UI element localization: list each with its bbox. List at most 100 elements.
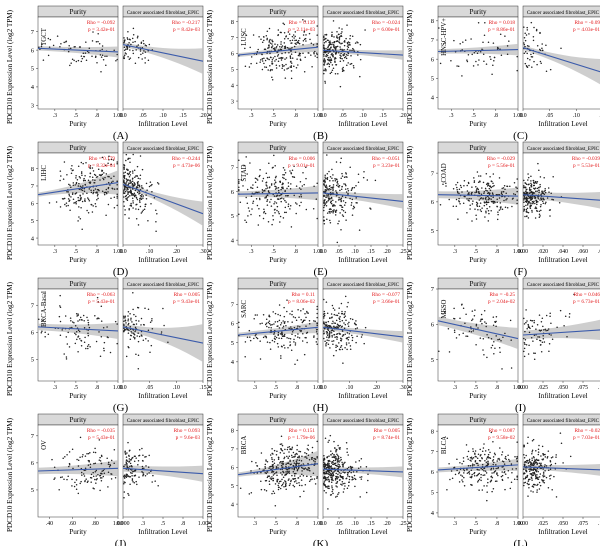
data-point xyxy=(327,39,329,42)
data-point xyxy=(92,179,94,181)
data-point xyxy=(484,22,486,24)
data-point xyxy=(135,218,138,220)
data-point xyxy=(540,62,542,65)
data-point xyxy=(290,479,292,482)
data-point xyxy=(501,478,504,481)
data-point xyxy=(282,461,284,463)
data-point xyxy=(148,43,151,46)
data-point xyxy=(495,335,497,337)
data-point xyxy=(537,197,540,200)
data-point xyxy=(274,165,276,167)
x-tick-label: .3 xyxy=(253,521,257,527)
data-point xyxy=(477,327,479,329)
data-point xyxy=(260,488,263,491)
data-point xyxy=(257,48,259,51)
data-point xyxy=(139,198,141,200)
data-point xyxy=(128,494,130,496)
data-point xyxy=(127,332,130,334)
data-point xyxy=(77,320,79,322)
data-point xyxy=(533,467,535,470)
data-point xyxy=(475,325,478,327)
data-point xyxy=(313,185,315,188)
regression-line xyxy=(323,49,403,56)
data-point xyxy=(280,435,283,438)
data-point xyxy=(152,474,154,477)
data-point xyxy=(474,208,476,210)
data-point xyxy=(127,318,130,320)
data-point xyxy=(338,325,340,328)
data-point xyxy=(543,482,546,484)
data-point xyxy=(327,469,330,472)
data-point xyxy=(131,194,133,197)
data-point xyxy=(323,35,325,37)
data-point xyxy=(137,463,139,466)
data-point xyxy=(129,190,131,193)
data-point xyxy=(539,473,542,475)
data-point xyxy=(339,56,341,59)
data-point xyxy=(332,488,334,491)
data-point xyxy=(74,481,76,484)
data-point xyxy=(335,201,337,203)
data-point xyxy=(290,62,293,64)
facet-strip-label: Cancer associated fibroblast_EPIC xyxy=(327,281,400,288)
data-point xyxy=(274,201,276,203)
data-point xyxy=(298,196,301,198)
data-point xyxy=(269,201,271,203)
data-point xyxy=(271,167,274,169)
data-point xyxy=(489,175,491,178)
data-point xyxy=(547,328,550,330)
data-point xyxy=(144,62,146,64)
x-axis-label: Purity xyxy=(69,392,87,400)
data-point xyxy=(73,202,75,204)
y-tick-label: 6 xyxy=(31,201,35,208)
data-point xyxy=(324,473,327,475)
data-point xyxy=(68,183,70,186)
data-point xyxy=(471,484,473,486)
data-point xyxy=(271,43,273,45)
data-point xyxy=(95,475,97,477)
data-point xyxy=(294,202,297,204)
data-point xyxy=(49,38,52,41)
data-point xyxy=(41,330,43,333)
data-point xyxy=(339,161,342,164)
data-point xyxy=(331,304,334,307)
data-point xyxy=(131,182,134,185)
data-point xyxy=(67,331,69,334)
data-point xyxy=(331,460,333,463)
data-point xyxy=(96,198,98,201)
data-point xyxy=(465,444,468,446)
data-point xyxy=(525,321,527,324)
data-point xyxy=(490,480,492,482)
data-point xyxy=(135,196,138,199)
data-point xyxy=(504,455,507,458)
data-point xyxy=(331,52,333,55)
data-point xyxy=(336,345,339,347)
data-point xyxy=(456,181,459,184)
data-point xyxy=(333,204,335,206)
data-point xyxy=(311,451,314,454)
data-point xyxy=(75,192,78,194)
data-point xyxy=(347,192,349,195)
data-point xyxy=(445,182,447,184)
data-point xyxy=(138,335,141,338)
facet-strip-label: Purity xyxy=(469,280,487,288)
y-tick-label: 6 xyxy=(431,469,435,476)
data-point xyxy=(324,60,326,63)
data-point xyxy=(497,213,499,216)
data-point xyxy=(506,207,509,209)
data-point xyxy=(508,460,511,462)
data-point xyxy=(523,43,526,46)
data-point xyxy=(467,450,470,453)
data-point xyxy=(339,479,341,481)
data-point xyxy=(347,475,349,477)
data-point xyxy=(468,473,471,475)
data-point xyxy=(330,71,333,74)
data-point xyxy=(124,320,127,322)
data-point xyxy=(286,468,288,471)
data-point xyxy=(355,185,357,187)
data-point xyxy=(477,64,479,66)
cancer-type-label: SARC xyxy=(241,300,248,318)
data-point xyxy=(127,441,129,444)
data-point xyxy=(70,196,72,198)
data-point xyxy=(334,48,337,51)
